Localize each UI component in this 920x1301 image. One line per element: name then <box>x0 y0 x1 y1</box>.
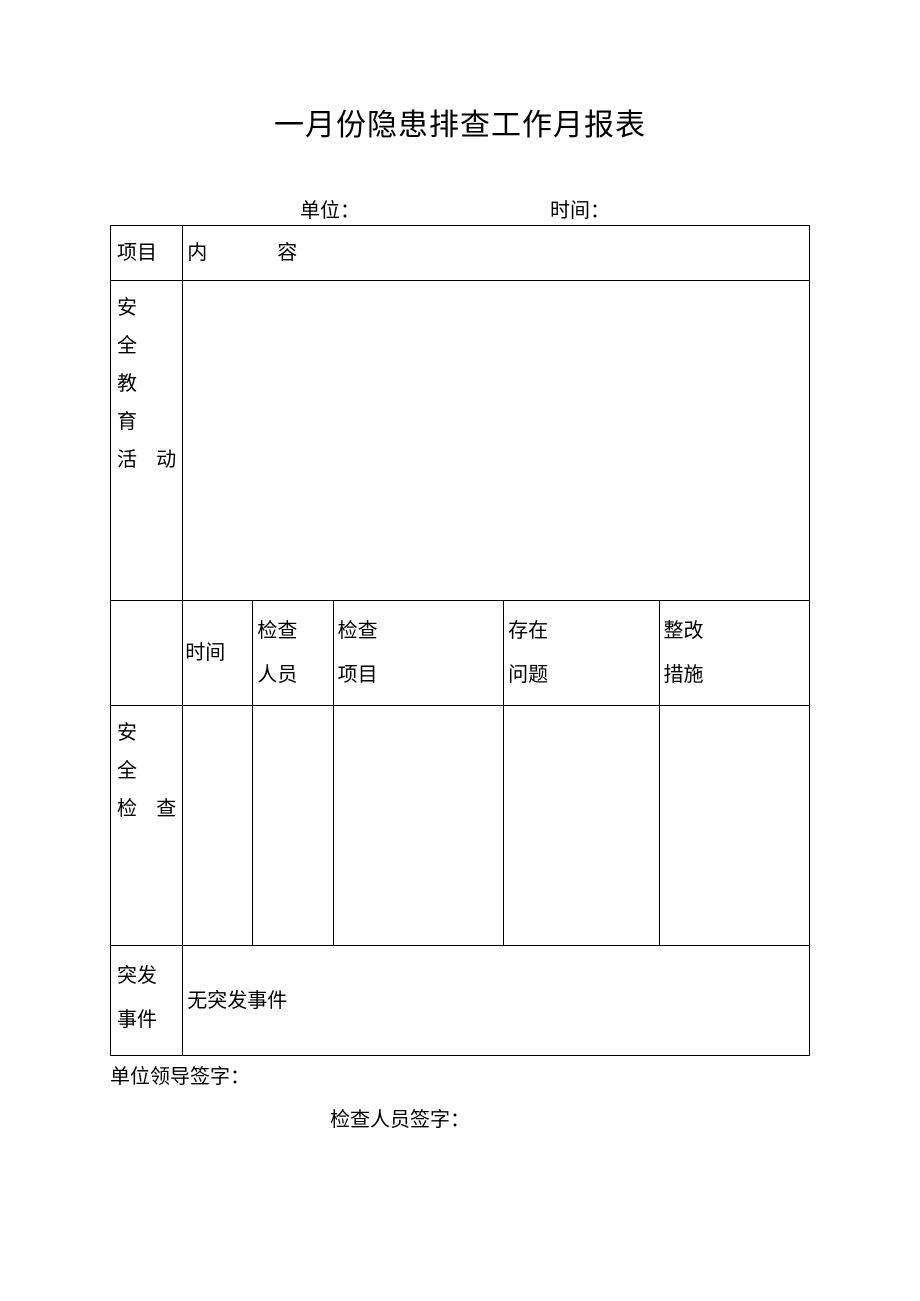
header-col-project: 项目 <box>111 226 183 281</box>
subheader-item: 检查 项目 <box>333 601 503 706</box>
subheader-problem-line2: 问题 <box>508 653 654 697</box>
subheader-row: 时间 检查 人员 检查 项目 存在 问题 整改 措施 <box>111 601 810 706</box>
footer-checker-sign: 检查人员签字： <box>110 1103 810 1132</box>
emergency-line1: 突发 <box>117 954 176 998</box>
header-time-label: 时间： <box>550 194 810 223</box>
emergency-label: 突发 事件 <box>111 946 183 1056</box>
subheader-item-line2: 项目 <box>338 653 499 697</box>
safety-check-line1: 安全 <box>117 722 161 782</box>
safety-edu-line2: 教育 <box>117 373 161 433</box>
header-unit-label: 单位： <box>300 194 550 223</box>
safety-edu-line3: 活动 <box>117 449 176 471</box>
subheader-problem: 存在 问题 <box>504 601 659 706</box>
subheader-measure-line1: 整改 <box>664 609 805 653</box>
emergency-row: 突发 事件 无突发事件 <box>111 946 810 1056</box>
subheader-time: 时间 <box>183 601 253 706</box>
safety-check-time-cell <box>183 706 253 946</box>
footer-leader-sign: 单位领导签字： <box>110 1060 810 1089</box>
subheader-item-line1: 检查 <box>338 609 499 653</box>
subheader-person-line2: 人员 <box>257 653 328 697</box>
safety-edu-line1: 安全 <box>117 297 161 357</box>
safety-check-item-cell <box>333 706 503 946</box>
safety-check-row: 安全 检查 <box>111 706 810 946</box>
subheader-measure: 整改 措施 <box>659 601 809 706</box>
safety-education-label: 安全 教育 活动 <box>111 281 183 601</box>
subheader-problem-line1: 存在 <box>508 609 654 653</box>
safety-education-content <box>183 281 810 601</box>
safety-check-label: 安全 检查 <box>111 706 183 946</box>
subheader-measure-line2: 措施 <box>664 653 805 697</box>
header-line: 单位： 时间： <box>110 194 810 223</box>
safety-check-problem-cell <box>504 706 659 946</box>
page-title: 一月份隐患排查工作月报表 <box>110 100 810 144</box>
report-table: 项目 内容 安全 教育 活动 时间 检查 人员 检查 项目 存在 问题 整改 措… <box>110 225 810 1056</box>
header-col-content: 内容 <box>183 226 810 281</box>
subheader-blank <box>111 601 183 706</box>
footer-section: 单位领导签字： 检查人员签字： <box>110 1060 810 1132</box>
subheader-person: 检查 人员 <box>253 601 333 706</box>
emergency-content: 无突发事件 <box>183 946 810 1056</box>
safety-check-line2: 检查 <box>117 798 176 820</box>
safety-check-measure-cell <box>659 706 809 946</box>
table-header-row: 项目 内容 <box>111 226 810 281</box>
subheader-person-line1: 检查 <box>257 609 328 653</box>
emergency-line2: 事件 <box>117 998 176 1042</box>
safety-education-row: 安全 教育 活动 <box>111 281 810 601</box>
safety-check-person-cell <box>253 706 333 946</box>
